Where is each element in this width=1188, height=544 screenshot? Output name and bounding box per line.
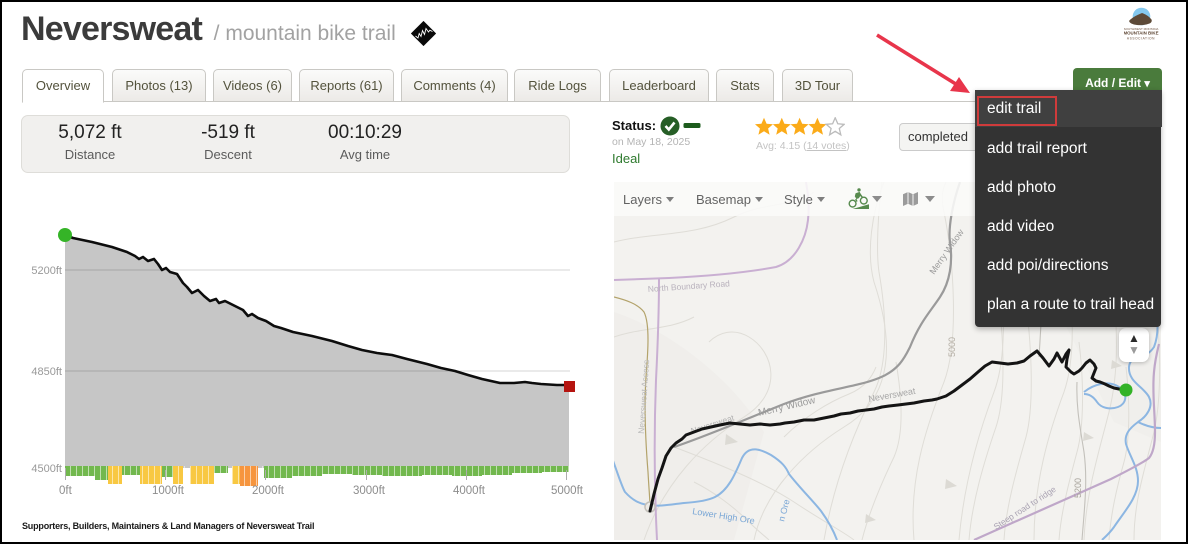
svg-text:5200: 5200 bbox=[1073, 478, 1083, 498]
svg-text:1000ft: 1000ft bbox=[152, 485, 185, 497]
svg-text:4850ft: 4850ft bbox=[31, 366, 62, 378]
svg-text:3000ft: 3000ft bbox=[353, 485, 386, 497]
svg-text:4000ft: 4000ft bbox=[453, 485, 486, 497]
svg-text:SOUTHWEST MONTANA: SOUTHWEST MONTANA bbox=[1124, 27, 1158, 31]
svg-text:ASSOCIATION: ASSOCIATION bbox=[1127, 37, 1155, 41]
svg-text:MOUNTAIN BIKE: MOUNTAIN BIKE bbox=[1124, 31, 1159, 36]
svg-text:5000ft: 5000ft bbox=[551, 485, 584, 497]
svg-text:5000: 5000 bbox=[947, 337, 957, 357]
svg-text:2000ft: 2000ft bbox=[252, 485, 285, 497]
svg-text:5200ft: 5200ft bbox=[31, 265, 62, 277]
svg-text:0ft: 0ft bbox=[59, 485, 73, 497]
svg-text:4500ft: 4500ft bbox=[31, 463, 62, 475]
